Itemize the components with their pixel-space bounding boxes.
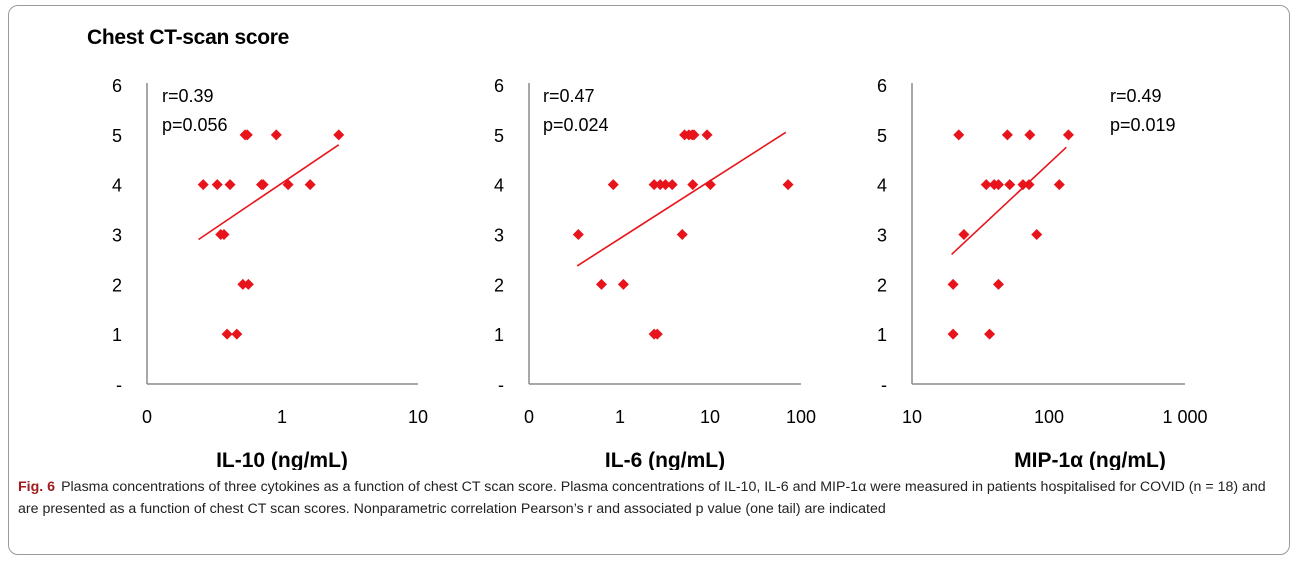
data-point bbox=[947, 278, 959, 290]
trend-line bbox=[198, 144, 340, 241]
data-point bbox=[704, 179, 716, 191]
data-point bbox=[218, 229, 230, 240]
data-point bbox=[701, 129, 713, 141]
x-tick-label: 1 000 bbox=[1162, 407, 1207, 427]
data-point bbox=[958, 229, 970, 240]
y-tick-label: 4 bbox=[877, 176, 887, 196]
data-point bbox=[651, 328, 663, 340]
y-tick-label: 6 bbox=[877, 76, 887, 96]
y-tick-label: 4 bbox=[112, 176, 122, 196]
y-tick-label: 6 bbox=[494, 76, 504, 96]
y-tick-label: 2 bbox=[112, 275, 122, 295]
data-point bbox=[1053, 179, 1065, 191]
x-tick-label: 10 bbox=[408, 407, 428, 427]
data-point bbox=[687, 179, 699, 191]
data-point bbox=[1023, 179, 1035, 191]
data-point bbox=[257, 179, 269, 191]
data-point bbox=[648, 179, 660, 191]
data-point bbox=[241, 129, 253, 141]
chart-panel-3: - 1 2 3 4 5 6 10 100 1 000 MIP-1α (ng/mL) r=0.49 p=0… bbox=[877, 76, 1208, 470]
chart-panel-1: - 1 2 3 4 5 6 0 1 10 IL-10 (ng/mL) r=0.39 p=0.056 bbox=[112, 76, 428, 470]
data-point bbox=[953, 129, 965, 141]
y-tick-label: 2 bbox=[494, 275, 504, 295]
y-tick-label: 5 bbox=[877, 126, 887, 146]
data-point bbox=[270, 129, 282, 141]
data-point bbox=[666, 179, 678, 191]
data-point bbox=[595, 278, 607, 290]
x-axis-title: IL-10 (ng/mL) bbox=[216, 449, 348, 470]
data-point bbox=[782, 179, 794, 191]
data-point bbox=[1024, 129, 1036, 141]
data-point bbox=[197, 179, 209, 191]
x-tick-label: 100 bbox=[1034, 407, 1064, 427]
y-tick-label: 1 bbox=[877, 325, 887, 345]
chart-panel-2: - 1 2 3 4 5 6 0 1 10 100 IL-6 (ng/mL) r=0.47 p=0.024 bbox=[494, 76, 816, 470]
data-point bbox=[224, 179, 236, 191]
correlation-annotation: r=0.39 bbox=[162, 86, 214, 106]
x-tick-label: 1 bbox=[615, 407, 625, 427]
x-axis-title: MIP-1α (ng/mL) bbox=[1014, 449, 1166, 470]
data-point bbox=[992, 278, 1004, 290]
data-point bbox=[282, 179, 294, 191]
data-point bbox=[1031, 229, 1043, 240]
data-point bbox=[947, 328, 959, 340]
data-point bbox=[1062, 129, 1074, 141]
data-point bbox=[304, 179, 316, 191]
figure-label: Fig. 6 bbox=[18, 479, 56, 495]
data-point bbox=[237, 278, 249, 290]
y-tick-label: 4 bbox=[494, 176, 504, 196]
trend-line bbox=[951, 146, 1067, 256]
y-tick-label: 5 bbox=[494, 126, 504, 146]
y-tick-label: - bbox=[116, 375, 122, 395]
correlation-annotation: p=0.024 bbox=[543, 115, 609, 135]
x-tick-label: 10 bbox=[700, 407, 720, 427]
data-point bbox=[231, 328, 243, 340]
correlation-annotation: p=0.019 bbox=[1110, 115, 1176, 135]
data-point bbox=[984, 328, 996, 340]
figure-caption-text: Plasma concentrations of three cytokines… bbox=[18, 479, 1266, 517]
y-tick-label: 1 bbox=[112, 325, 122, 345]
trend-line bbox=[576, 131, 787, 267]
data-point bbox=[242, 278, 254, 290]
correlation-annotation: r=0.49 bbox=[1110, 86, 1162, 106]
y-tick-label: 5 bbox=[112, 126, 122, 146]
y-tick-label: 3 bbox=[112, 226, 122, 246]
x-tick-label: 1 bbox=[277, 407, 287, 427]
data-point bbox=[980, 179, 992, 191]
x-tick-label: 10 bbox=[902, 407, 922, 427]
y-tick-label: 2 bbox=[877, 275, 887, 295]
y-tick-label: 3 bbox=[494, 226, 504, 246]
figure-frame bbox=[8, 5, 1290, 555]
data-point bbox=[1001, 129, 1013, 141]
data-point bbox=[1004, 179, 1016, 191]
figure-caption: Fig. 6 Plasma concentrations of three cyt… bbox=[18, 476, 1280, 520]
data-point bbox=[221, 328, 233, 340]
x-axis-title: IL-6 (ng/mL) bbox=[605, 449, 725, 470]
data-point bbox=[617, 278, 629, 290]
data-point bbox=[688, 129, 700, 141]
y-tick-label: 1 bbox=[494, 325, 504, 345]
data-point bbox=[659, 179, 671, 191]
data-point bbox=[676, 229, 688, 240]
x-tick-label: 100 bbox=[786, 407, 816, 427]
data-point bbox=[333, 129, 345, 141]
y-tick-label: - bbox=[498, 375, 504, 395]
data-point bbox=[1017, 179, 1029, 191]
data-point bbox=[992, 179, 1004, 191]
x-tick-label: 0 bbox=[524, 407, 534, 427]
data-point bbox=[211, 179, 223, 191]
y-tick-label: 3 bbox=[877, 226, 887, 246]
correlation-annotation: p=0.056 bbox=[162, 115, 228, 135]
correlation-annotation: r=0.47 bbox=[543, 86, 595, 106]
y-tick-label: 6 bbox=[112, 76, 122, 96]
data-point bbox=[607, 179, 619, 191]
y-tick-label: - bbox=[881, 375, 887, 395]
x-tick-label: 0 bbox=[142, 407, 152, 427]
data-point bbox=[572, 229, 584, 240]
figure-heading: Chest CT-scan score bbox=[87, 26, 290, 49]
